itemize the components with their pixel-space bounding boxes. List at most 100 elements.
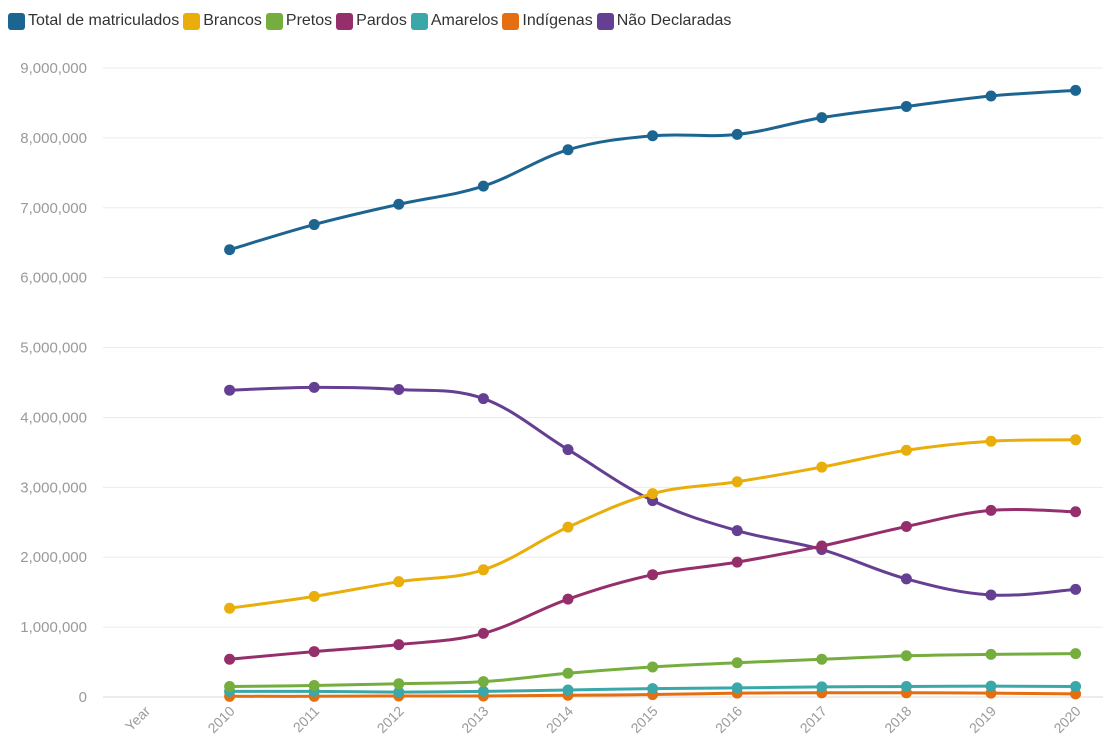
- data-point-pretos-2015[interactable]: [647, 661, 659, 673]
- data-point-total-de-matriculados-2010[interactable]: [224, 244, 236, 256]
- data-point-total-de-matriculados-2017[interactable]: [816, 112, 828, 124]
- data-point-total-de-matriculados-2015[interactable]: [647, 130, 659, 142]
- data-point-amarelos-2019[interactable]: [985, 680, 997, 692]
- y-tick-label: 9,000,000: [20, 60, 87, 77]
- data-point-pretos-2019[interactable]: [985, 648, 997, 660]
- legend-swatch: [410, 12, 428, 30]
- data-point-brancos-2019[interactable]: [985, 435, 997, 447]
- data-point-total-de-matriculados-2013[interactable]: [477, 180, 489, 192]
- data-point-brancos-2014[interactable]: [562, 521, 574, 533]
- data-point-amarelos-2017[interactable]: [816, 681, 828, 693]
- data-point-total-de-matriculados-2011[interactable]: [308, 219, 320, 231]
- x-tick-label: Year: [122, 703, 154, 735]
- data-point-nao-declaradas-2019[interactable]: [985, 589, 997, 601]
- data-point-nao-declaradas-2016[interactable]: [731, 525, 743, 537]
- x-tick-label: 2014: [543, 703, 576, 736]
- data-point-amarelos-2012[interactable]: [393, 686, 405, 698]
- legend-swatch: [596, 12, 614, 30]
- data-point-nao-declaradas-2014[interactable]: [562, 444, 574, 456]
- data-point-brancos-2012[interactable]: [393, 576, 405, 588]
- x-tick-label: 2019: [966, 703, 999, 736]
- legend-label: Indígenas: [522, 12, 593, 29]
- data-point-nao-declaradas-2020[interactable]: [1070, 583, 1082, 595]
- y-axis-tick-labels: 0 1,000,000 2,000,000 3,000,000 4,000,000 5,0…: [20, 60, 87, 706]
- data-point-pardos-2020[interactable]: [1070, 506, 1082, 518]
- x-tick-label: 2012: [374, 703, 407, 736]
- legend-item-nao-declaradas[interactable]: Não Declaradas: [596, 12, 731, 30]
- x-tick-label: 2016: [712, 703, 745, 736]
- legend-swatch: [8, 12, 25, 30]
- data-point-pardos-2010[interactable]: [224, 653, 236, 665]
- data-point-total-de-matriculados-2019[interactable]: [985, 90, 997, 102]
- data-point-brancos-2018[interactable]: [900, 444, 912, 456]
- data-point-nao-declaradas-2011[interactable]: [308, 381, 320, 393]
- legend-item-pardos[interactable]: Pardos: [336, 12, 407, 30]
- series-line-brancos: [229, 438, 1076, 610]
- legend-label: Pardos: [356, 12, 407, 29]
- data-point-pardos-2017[interactable]: [816, 540, 828, 552]
- data-point-amarelos-2016[interactable]: [731, 682, 743, 694]
- data-point-amarelos-2018[interactable]: [900, 681, 912, 693]
- y-tick-label: 6,000,000: [20, 270, 87, 287]
- legend-item-brancos[interactable]: Brancos: [183, 12, 262, 30]
- data-point-brancos-2011[interactable]: [308, 590, 320, 602]
- data-point-pretos-2011[interactable]: [308, 679, 320, 691]
- data-point-nao-declaradas-2018[interactable]: [900, 573, 912, 585]
- data-point-pardos-2013[interactable]: [477, 627, 489, 639]
- data-point-total-de-matriculados-2012[interactable]: [393, 198, 405, 210]
- data-point-brancos-2015[interactable]: [647, 488, 659, 500]
- legend-item-total-de-matriculados[interactable]: Total de matriculados: [8, 12, 179, 30]
- data-point-pardos-2019[interactable]: [985, 504, 997, 516]
- x-tick-label: 2013: [458, 703, 491, 736]
- data-point-nao-declaradas-2013[interactable]: [477, 393, 489, 405]
- x-tick-label: 2015: [627, 703, 660, 736]
- data-point-total-de-matriculados-2020[interactable]: [1070, 84, 1082, 96]
- data-point-pretos-2017[interactable]: [816, 653, 828, 665]
- data-point-pretos-2020[interactable]: [1070, 648, 1082, 660]
- legend-label: Total de matriculados: [28, 12, 180, 29]
- data-point-pretos-2016[interactable]: [731, 657, 743, 669]
- data-point-pretos-2012[interactable]: [393, 678, 405, 690]
- data-point-nao-declaradas-2012[interactable]: [393, 383, 405, 395]
- y-tick-label: 2,000,000: [20, 549, 87, 566]
- data-point-brancos-2016[interactable]: [731, 476, 743, 488]
- y-tick-label: 0: [79, 689, 87, 706]
- legend-item-amarelos[interactable]: Amarelos: [410, 12, 498, 30]
- series-pretos: [224, 648, 1082, 693]
- data-point-nao-declaradas-2010[interactable]: [224, 384, 236, 396]
- data-point-pardos-2018[interactable]: [900, 520, 912, 532]
- data-point-brancos-2020[interactable]: [1070, 434, 1082, 446]
- data-point-pretos-2010[interactable]: [224, 681, 236, 693]
- data-point-total-de-matriculados-2018[interactable]: [900, 100, 912, 112]
- data-point-pretos-2018[interactable]: [900, 650, 912, 662]
- data-point-pardos-2015[interactable]: [647, 569, 659, 581]
- series-total-de-matriculados: [224, 84, 1082, 256]
- y-tick-label: 7,000,000: [20, 200, 87, 217]
- legend-swatch: [183, 12, 201, 30]
- data-point-amarelos-2014[interactable]: [562, 684, 574, 696]
- legend-item-indigenas[interactable]: Indígenas: [502, 12, 593, 30]
- data-point-brancos-2013[interactable]: [477, 564, 489, 576]
- data-point-pardos-2011[interactable]: [308, 646, 320, 658]
- series-brancos: [224, 434, 1082, 614]
- data-point-total-de-matriculados-2014[interactable]: [562, 144, 574, 156]
- y-tick-label: 4,000,000: [20, 409, 87, 426]
- data-point-pretos-2013[interactable]: [477, 676, 489, 688]
- data-point-pardos-2016[interactable]: [731, 556, 743, 568]
- series-amarelos: [224, 680, 1082, 698]
- data-point-brancos-2017[interactable]: [816, 461, 828, 473]
- data-point-amarelos-2013[interactable]: [477, 685, 489, 697]
- data-point-total-de-matriculados-2016[interactable]: [731, 128, 743, 140]
- series-line-total-de-matriculados: [229, 88, 1076, 252]
- legend-item-pretos[interactable]: Pretos: [265, 12, 332, 30]
- data-point-amarelos-2015[interactable]: [647, 683, 659, 695]
- data-point-amarelos-2020[interactable]: [1070, 681, 1082, 693]
- legend-label: Brancos: [203, 12, 262, 29]
- data-point-pardos-2014[interactable]: [562, 593, 574, 605]
- x-tick-label: 2018: [881, 703, 914, 736]
- data-point-brancos-2010[interactable]: [224, 602, 236, 614]
- data-point-pretos-2014[interactable]: [562, 667, 574, 679]
- data-point-pardos-2012[interactable]: [393, 639, 405, 651]
